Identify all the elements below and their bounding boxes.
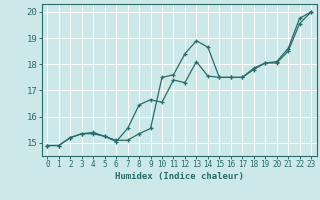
X-axis label: Humidex (Indice chaleur): Humidex (Indice chaleur) <box>115 172 244 181</box>
